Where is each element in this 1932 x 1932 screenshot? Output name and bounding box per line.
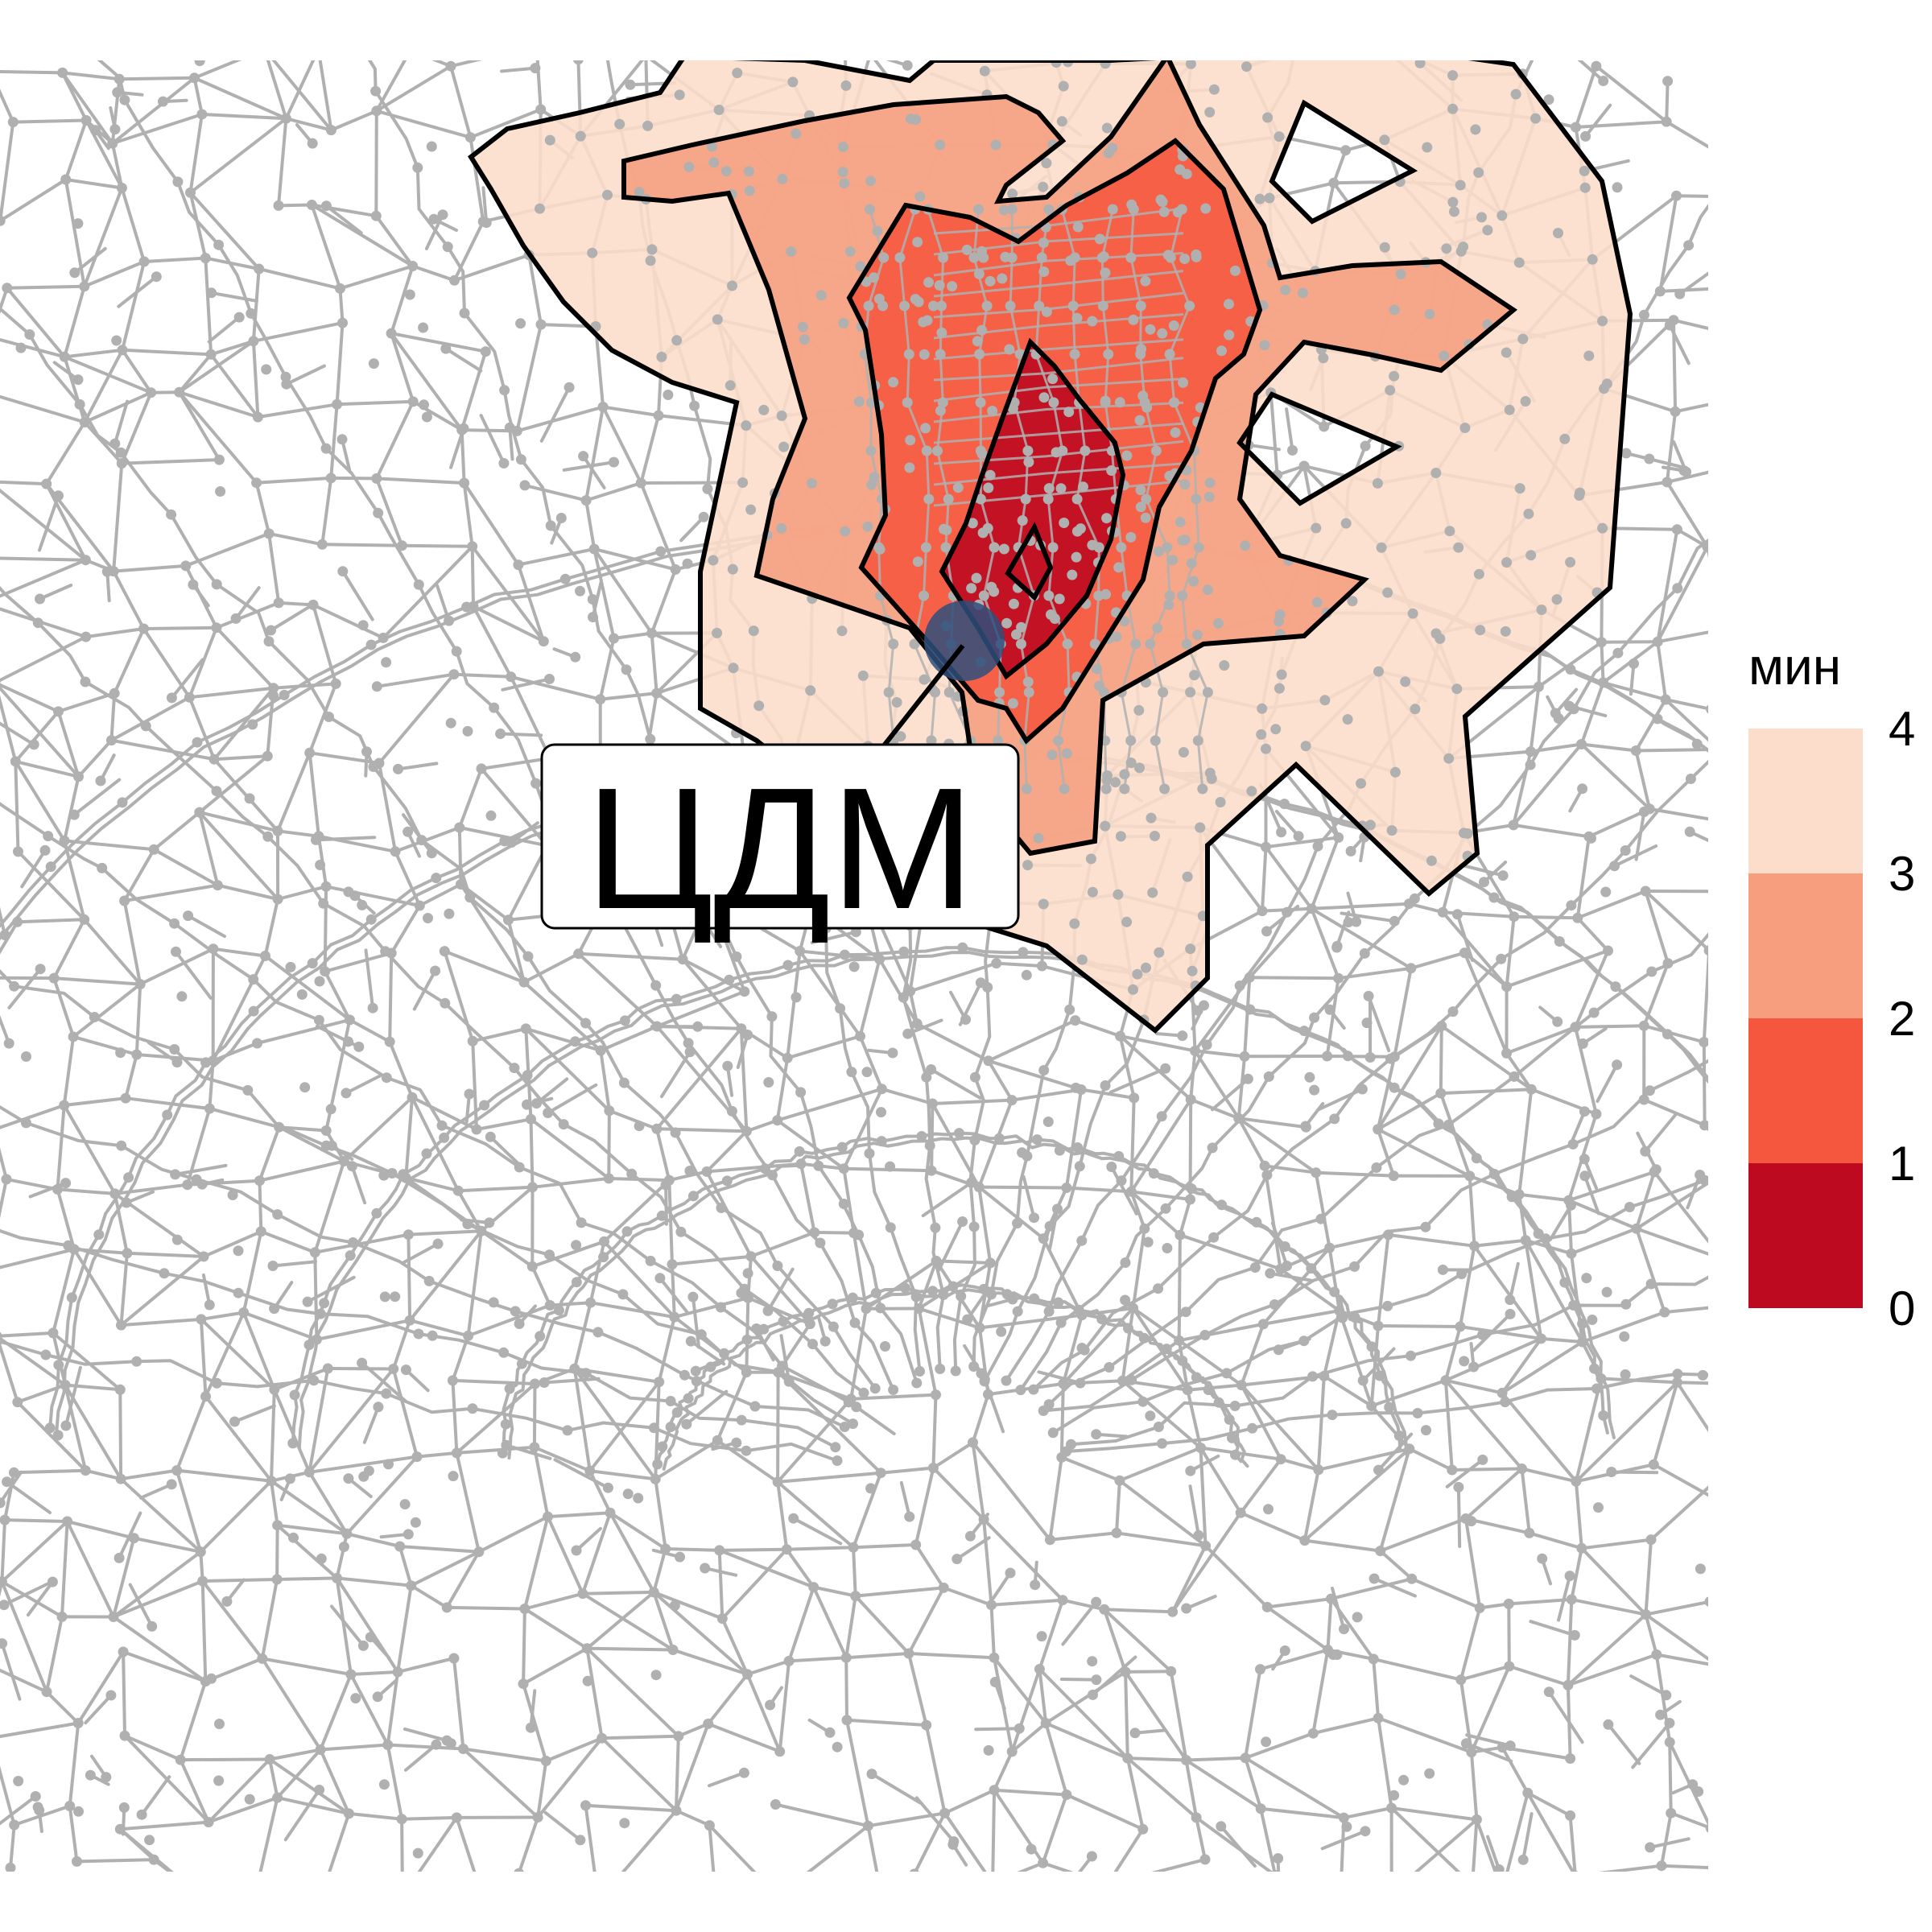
- legend-key-4: [1748, 1163, 1863, 1308]
- origin-marker: [924, 601, 1005, 681]
- callout-leader-line: [879, 644, 965, 750]
- origin-callout: ЦДМ: [540, 743, 1020, 945]
- contour-1: [939, 337, 1126, 680]
- contour-4-hole-1: [1269, 99, 1418, 225]
- legend-key-3: [1748, 1018, 1863, 1163]
- legend-tick-label: 0: [1889, 1282, 1915, 1335]
- origin-point: [924, 601, 1005, 681]
- callout-label: ЦДМ: [585, 751, 975, 945]
- legend-title: мин: [1748, 638, 1841, 696]
- contour-3: [621, 60, 1518, 857]
- contour-0: [1005, 522, 1054, 601]
- legend-bands: [1748, 729, 1863, 1308]
- legend-tick-label: 1: [1889, 1137, 1915, 1191]
- legend-key-2: [1748, 873, 1863, 1018]
- contour-2: [846, 138, 1263, 745]
- legend-tick-label: 3: [1889, 847, 1915, 901]
- legend: мин 4 3 2 1 0: [1748, 638, 1915, 1335]
- isochrone-contours: [468, 60, 1633, 1034]
- contour-4: [468, 60, 1633, 1034]
- legend-key-1: [1748, 729, 1863, 873]
- legend-ticks: 4 3 2 1 0: [1889, 702, 1915, 1335]
- legend-tick-label: 2: [1889, 992, 1915, 1046]
- callout-box: [540, 743, 1020, 930]
- legend-tick-label: 4: [1889, 702, 1915, 756]
